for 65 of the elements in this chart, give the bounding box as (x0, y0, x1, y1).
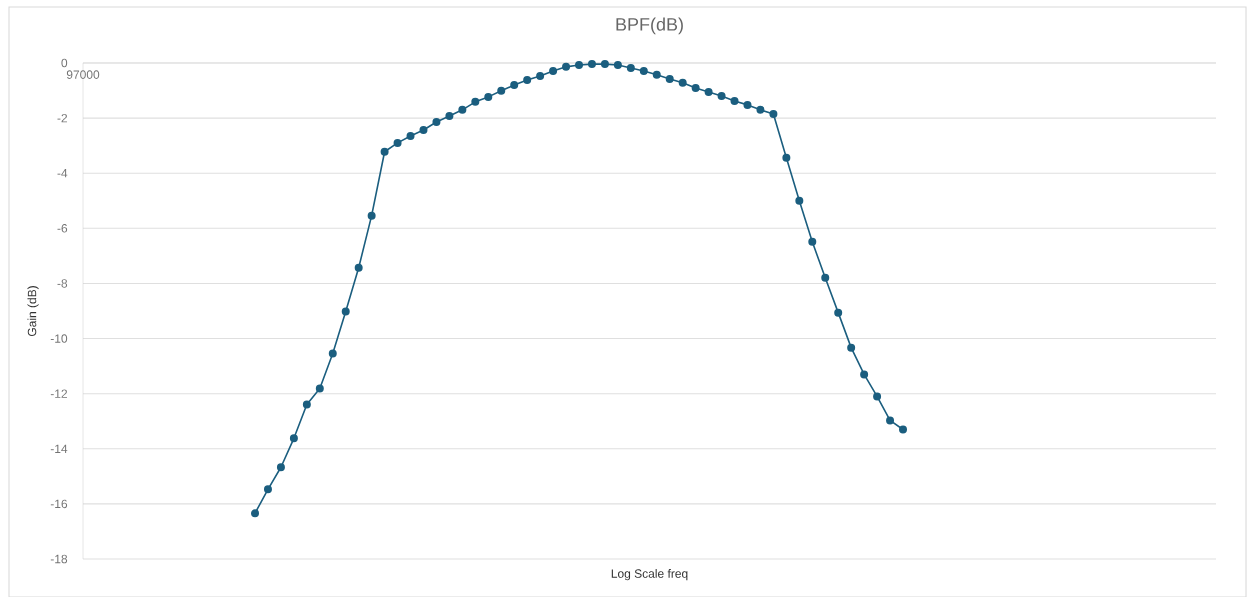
text: 97000 (66, 70, 100, 79)
x-axis-title: Log Scale freq (611, 569, 688, 581)
point (406, 132, 415, 141)
point (393, 138, 402, 147)
y-axis-title: Gain (dB) (27, 286, 39, 337)
point (289, 434, 298, 443)
point (860, 370, 869, 379)
point (419, 125, 428, 134)
y-tick-label: -2 (57, 113, 68, 123)
point (821, 273, 830, 282)
point (263, 485, 272, 494)
point (678, 78, 687, 87)
y-tick-label: -8 (57, 279, 68, 288)
point (328, 349, 337, 358)
y-tick-label: -12 (50, 389, 68, 398)
y-tick-label: -14 (50, 444, 68, 453)
point (549, 66, 558, 75)
point (276, 463, 285, 472)
point (341, 307, 350, 316)
point (730, 97, 739, 106)
y-tick-label: 0 (61, 58, 68, 68)
point (354, 263, 363, 272)
point (626, 63, 635, 72)
point (523, 76, 532, 85)
point (652, 70, 661, 79)
point (886, 416, 895, 425)
point (704, 87, 713, 96)
y-tick-label: -18 (50, 554, 68, 564)
point (743, 100, 752, 109)
point (769, 109, 778, 118)
point (665, 74, 674, 83)
point (380, 147, 389, 156)
point (834, 308, 843, 317)
y-tick-label: -16 (50, 499, 68, 509)
point (445, 111, 454, 120)
point (795, 196, 804, 205)
y-tick-label: -10 (50, 334, 68, 343)
point (639, 66, 648, 75)
point (782, 153, 791, 162)
point (484, 92, 493, 101)
point (899, 425, 908, 434)
point (458, 105, 467, 114)
point (717, 92, 726, 101)
point (847, 343, 856, 352)
y-tick-label: -4 (57, 169, 68, 178)
point (587, 60, 596, 69)
point (471, 97, 480, 106)
point (367, 211, 376, 220)
point (562, 62, 571, 71)
point (600, 60, 609, 69)
point (613, 60, 622, 69)
point (510, 81, 519, 90)
point (315, 384, 324, 393)
y-tick-label: -6 (57, 224, 68, 233)
point (756, 105, 765, 114)
point (575, 60, 583, 69)
point (497, 86, 506, 95)
point (691, 84, 700, 93)
point (808, 237, 817, 246)
point (302, 400, 311, 409)
point (251, 509, 259, 518)
point (873, 392, 882, 401)
chart-title: BPF(dB) (616, 17, 683, 35)
point (432, 117, 441, 126)
point (536, 71, 545, 80)
